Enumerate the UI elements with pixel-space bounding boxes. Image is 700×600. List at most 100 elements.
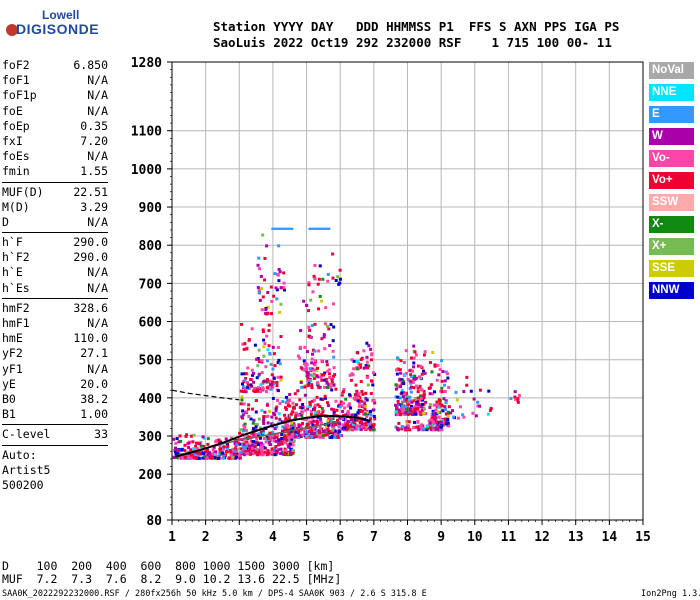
echo-point xyxy=(369,409,373,413)
echo-point xyxy=(294,430,298,434)
echo-point xyxy=(411,375,415,379)
echo-point xyxy=(422,407,426,411)
echo-point xyxy=(245,347,249,351)
echo-point xyxy=(402,382,406,386)
echo-point xyxy=(338,281,342,285)
echo-point xyxy=(321,373,325,377)
echo-point xyxy=(289,453,293,457)
echo-point xyxy=(306,371,310,375)
echo-point xyxy=(324,425,328,429)
echo-point xyxy=(273,453,277,457)
echo-point xyxy=(264,365,268,369)
echo-point xyxy=(351,419,355,423)
echo-point xyxy=(323,378,327,382)
echo-point xyxy=(202,444,206,448)
echo-point xyxy=(318,430,322,434)
echo-point xyxy=(236,455,240,459)
echo-point xyxy=(276,398,280,402)
echo-point xyxy=(471,411,475,415)
echo-point xyxy=(422,427,426,431)
echo-point xyxy=(303,427,307,431)
y-tick-label: 900 xyxy=(139,201,163,216)
echo-point xyxy=(241,409,245,413)
echo-point xyxy=(417,375,421,379)
echo-point xyxy=(244,428,248,432)
echo-point xyxy=(357,408,361,412)
echo-point xyxy=(326,279,330,283)
echo-point xyxy=(356,424,360,428)
echo-point xyxy=(513,395,517,399)
echo-point xyxy=(416,396,420,400)
echo-point xyxy=(257,291,261,295)
param-note: Auto: xyxy=(2,447,37,462)
y-tick-label: 1000 xyxy=(131,163,162,178)
echo-point xyxy=(177,440,181,444)
echo-point xyxy=(235,451,239,455)
echo-point xyxy=(326,369,330,373)
y-tick-label: 600 xyxy=(139,316,163,331)
echo-point xyxy=(271,367,275,371)
echo-point xyxy=(411,380,415,384)
echo-point xyxy=(312,274,316,278)
echo-point xyxy=(240,382,244,386)
echo-point xyxy=(369,417,373,421)
echo-point xyxy=(313,368,317,372)
echo-point xyxy=(428,403,432,407)
echo-point xyxy=(231,455,235,459)
echo-point xyxy=(341,409,345,413)
echo-point xyxy=(289,412,293,416)
echo-point xyxy=(447,405,451,409)
echo-point xyxy=(419,397,423,401)
echo-point xyxy=(433,418,437,422)
echo-point xyxy=(286,401,290,405)
echo-point xyxy=(273,427,277,431)
param-row: D N/A xyxy=(2,215,108,230)
echo-point xyxy=(336,275,340,279)
echo-point xyxy=(325,381,329,385)
echo-point xyxy=(399,359,403,363)
echo-point xyxy=(420,408,424,412)
echo-point xyxy=(436,363,440,367)
echo-point xyxy=(366,383,370,387)
echo-point xyxy=(332,325,336,329)
echo-point xyxy=(447,385,451,389)
echo-point xyxy=(396,395,400,399)
legend-item: SSE xyxy=(649,260,694,277)
echo-point xyxy=(401,400,405,404)
footer-version: Ion2Png 1.3.17 xyxy=(641,589,700,599)
echo-point xyxy=(413,407,417,411)
echo-point xyxy=(320,337,324,341)
echo-point xyxy=(307,379,311,383)
echo-point xyxy=(290,421,294,425)
echo-point xyxy=(330,423,334,427)
echo-point xyxy=(336,418,340,422)
echo-point xyxy=(474,414,478,418)
echo-point xyxy=(298,345,302,349)
echo-point xyxy=(241,413,245,417)
echo-point xyxy=(419,427,423,431)
echo-point xyxy=(222,445,226,449)
echo-point xyxy=(249,417,253,421)
echo-point xyxy=(174,446,178,450)
echo-point xyxy=(425,426,429,430)
echo-point xyxy=(352,367,356,371)
echo-point xyxy=(271,430,275,434)
echo-point xyxy=(247,403,251,407)
echo-point xyxy=(348,393,352,397)
echo-point xyxy=(360,422,364,426)
echo-point xyxy=(330,378,334,382)
echo-point xyxy=(200,451,204,455)
echo-point xyxy=(440,390,444,394)
echo-point xyxy=(306,376,310,380)
echo-point xyxy=(211,448,215,452)
echo-point xyxy=(316,282,320,286)
echo-point xyxy=(347,402,351,406)
echo-point xyxy=(266,414,270,418)
echo-point xyxy=(290,424,294,428)
echo-point xyxy=(310,357,314,361)
echo-point xyxy=(408,399,412,403)
echo-point xyxy=(260,371,264,375)
echo-point xyxy=(338,405,342,409)
y-tick-label: 800 xyxy=(139,239,163,254)
echo-point xyxy=(273,380,277,384)
